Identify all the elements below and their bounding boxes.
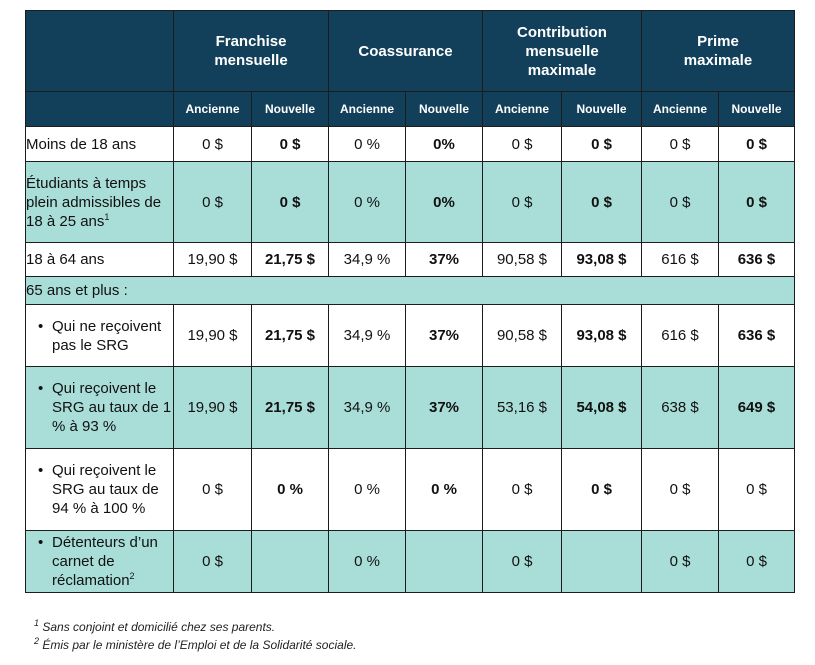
subheader-nouvelle: Nouvelle [718, 91, 795, 127]
table-cell: 0 $ [251, 126, 329, 162]
table-cell: 0 % [251, 448, 329, 531]
table-cell: 0 $ [561, 126, 642, 162]
footnote-ref: 1 [104, 211, 110, 222]
table-row: 18 à 64 ans 19,90 $ 21,75 $ 34,9 % 37% 9… [25, 242, 795, 277]
table-cell: 0 $ [251, 161, 329, 243]
bullet-icon: • [38, 462, 44, 479]
table-cell: 0 $ [561, 448, 642, 531]
table-cell: 0 $ [718, 161, 795, 243]
table-cell: 0 $ [641, 530, 719, 593]
table-cell [251, 530, 329, 593]
table-cell: 37% [405, 366, 483, 449]
header-corner [25, 10, 174, 92]
table-cell: 34,9 % [328, 304, 406, 367]
table-cell: 636 $ [718, 304, 795, 367]
footnote-2: 2 Émis par le ministère de l’Emploi et d… [34, 636, 357, 653]
table-cell: 0 $ [173, 530, 252, 593]
bullet-icon: • [38, 317, 44, 335]
subheader-ancienne: Ancienne [328, 91, 406, 127]
row-label: • Qui reçoivent le SRG au taux de 1 % à 9… [25, 366, 174, 449]
table-row: • Qui reçoivent le SRG au taux de 1 % à 9… [25, 366, 795, 449]
subheader-ancienne: Ancienne [482, 91, 562, 127]
table-cell: 0 $ [641, 126, 719, 162]
table-cell: 636 $ [718, 242, 795, 277]
rates-table: Franchise mensuelle Coassurance Contribu… [25, 10, 795, 593]
section-label: 65 ans et plus : [25, 276, 795, 305]
header-corner-sub [25, 91, 174, 127]
table-cell: 0 $ [718, 126, 795, 162]
table-cell: 0% [405, 126, 483, 162]
table-cell: 0 % [328, 448, 406, 531]
table-cell: 0 $ [561, 161, 642, 243]
subheader-nouvelle: Nouvelle [561, 91, 642, 127]
table-cell: 21,75 $ [251, 366, 329, 449]
footnote-1: 1 Sans conjoint et domicilié chez ses pa… [34, 618, 276, 635]
header-coassurance: Coassurance [328, 10, 483, 92]
table-cell: 649 $ [718, 366, 795, 449]
table-cell: 616 $ [641, 304, 719, 367]
table-cell: 0 $ [173, 126, 252, 162]
bullet-icon: • [38, 534, 44, 551]
subheader-nouvelle: Nouvelle [251, 91, 329, 127]
row-label: • Détenteurs d’un carnet de réclamation2 [25, 530, 174, 593]
header-franchise: Franchise mensuelle [173, 10, 329, 92]
table-cell: 19,90 $ [173, 304, 252, 367]
table-cell: 93,08 $ [561, 304, 642, 367]
table-cell: 34,9 % [328, 242, 406, 277]
table-cell: 0 $ [482, 448, 562, 531]
table-row: • Qui reçoivent le SRG au taux de 94 % à … [25, 448, 795, 531]
subheader-ancienne: Ancienne [173, 91, 252, 127]
footnote-ref: 2 [129, 571, 135, 581]
header-prime: Prime maximale [641, 10, 795, 92]
table-cell: 19,90 $ [173, 242, 252, 277]
table-cell [405, 530, 483, 593]
table-cell: 0 $ [482, 161, 562, 243]
row-label: Étudiants à temps plein admissibles de 1… [25, 161, 174, 243]
table-cell: 0 $ [641, 448, 719, 531]
table-cell: 54,08 $ [561, 366, 642, 449]
header-contribution: Contribution mensuelle maximale [482, 10, 642, 92]
row-label: 18 à 64 ans [25, 242, 174, 277]
table-cell: 90,58 $ [482, 242, 562, 277]
table-cell: 0 % [328, 126, 406, 162]
table-cell: 638 $ [641, 366, 719, 449]
table-cell: 19,90 $ [173, 366, 252, 449]
row-label: Moins de 18 ans [25, 126, 174, 162]
table-row: • Détenteurs d’un carnet de réclamation2 … [25, 530, 795, 593]
table-cell: 0 $ [718, 530, 795, 593]
subheader-ancienne: Ancienne [641, 91, 719, 127]
table-row: Étudiants à temps plein admissibles de 1… [25, 161, 795, 243]
table-cell: 0 % [405, 448, 483, 531]
table-cell: 0 $ [482, 126, 562, 162]
row-label: • Qui reçoivent le SRG au taux de 94 % à … [25, 448, 174, 531]
table-cell: 37% [405, 304, 483, 367]
table-cell: 0 $ [173, 448, 252, 531]
row-label: • Qui ne reçoivent pas le SRG [25, 304, 174, 367]
table-cell: 0 % [328, 161, 406, 243]
table-cell: 21,75 $ [251, 304, 329, 367]
table-row: Moins de 18 ans 0 $ 0 $ 0 % 0% 0 $ 0 $ 0… [25, 126, 795, 162]
bullet-icon: • [38, 380, 44, 397]
table-cell: 0 $ [173, 161, 252, 243]
table-cell: 0 $ [718, 448, 795, 531]
table-cell: 616 $ [641, 242, 719, 277]
table-cell: 21,75 $ [251, 242, 329, 277]
table-cell: 0 $ [482, 530, 562, 593]
table-cell: 34,9 % [328, 366, 406, 449]
table-cell: 0 $ [641, 161, 719, 243]
table-cell: 0% [405, 161, 483, 243]
table-cell: 93,08 $ [561, 242, 642, 277]
table-cell: 90,58 $ [482, 304, 562, 367]
table-cell: 37% [405, 242, 483, 277]
table-row-section: 65 ans et plus : [25, 276, 795, 305]
subheader-nouvelle: Nouvelle [405, 91, 483, 127]
table-cell [561, 530, 642, 593]
table-cell: 53,16 $ [482, 366, 562, 449]
table-row: • Qui ne reçoivent pas le SRG 19,90 $ 21,… [25, 304, 795, 367]
table-cell: 0 % [328, 530, 406, 593]
